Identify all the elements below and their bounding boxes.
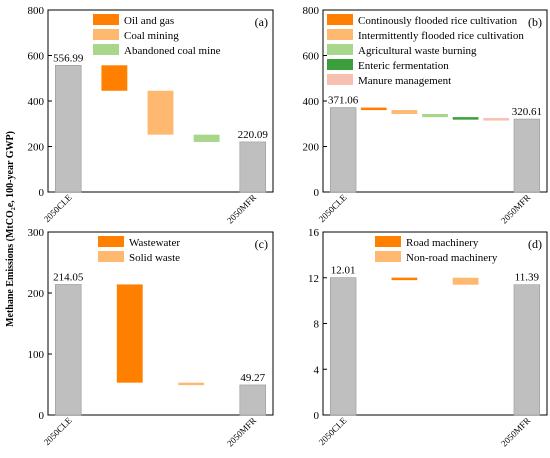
panel-c-step-bar-2: [178, 382, 205, 386]
panel-c-ytick-label: 0: [39, 410, 45, 422]
panel-d-step-bar-2: [452, 277, 479, 285]
panel-d-value-label-2050cle: 12.01: [331, 265, 356, 277]
panel-c-letter: (c): [255, 237, 268, 251]
panel-b-legend-entry: Enteric fermentation: [358, 60, 449, 72]
panel-b-legend-swatch: [327, 59, 353, 70]
panel-c-ytick-label: 300: [28, 227, 45, 239]
panel-b-step-bar-1: [360, 107, 387, 111]
panel-a-category-label: 2050CLE: [42, 192, 74, 224]
panel-a-legend-swatch: [93, 29, 119, 40]
y-axis-label: Methane Emissions (MtCO₂e, 100-year GWP): [5, 131, 16, 327]
panel-a-step-bar-2: [147, 90, 174, 135]
panel-d-step-bar-1: [391, 277, 418, 281]
panel-b-legend-entry: Manure management: [358, 75, 451, 87]
panel-d-legend-entry: Road machinery: [406, 237, 479, 249]
panel-b-legend-entry: Intermittently flooded rice cultivation: [358, 30, 524, 42]
panel-a-bar-2050mfr: [239, 141, 266, 193]
panel-c-category-label: 2050MFR: [225, 415, 258, 448]
panel-c-category-label: 2050CLE: [42, 415, 74, 447]
panel-a-ytick-label: 200: [28, 142, 45, 154]
panel-a-legend-swatch: [93, 44, 119, 55]
panel-a-category-label: 2050MFR: [225, 192, 258, 225]
panel-b-legend-entry: Continously flooded rice cultivation: [358, 15, 518, 27]
panel-d-legend-swatch: [375, 251, 401, 262]
panel-a-legend-entry: Coal mining: [124, 30, 179, 42]
panel-c-value-label-2050cle: 214.05: [53, 271, 84, 283]
panel-b-step-bar-4: [452, 117, 479, 120]
panel-d-ytick-label: 4: [314, 364, 320, 376]
panel-b-step-bar-5: [483, 118, 510, 121]
panel-b-legend-entry: Agricultural waste burning: [358, 45, 477, 57]
panel-b-ytick-label: 400: [303, 96, 320, 108]
panel-c-frame: [47, 231, 274, 416]
panel-d-value-label-2050mfr: 11.39: [515, 272, 540, 284]
panel-b-value-label-2050cle: 371.06: [328, 95, 359, 107]
panel-a-ytick-label: 600: [28, 51, 45, 63]
panel-a-legend-swatch: [93, 14, 119, 25]
panel-d-ytick-label: 8: [314, 319, 320, 331]
panel-b-ytick-label: 600: [303, 51, 320, 63]
panel-c-legend-entry: Solid waste: [129, 252, 180, 264]
panel-a-letter: (a): [255, 15, 268, 29]
panel-d-category-label: 2050MFR: [499, 415, 532, 448]
panel-b-ytick-label: 0: [314, 187, 320, 199]
panel-d-category-label: 2050CLE: [317, 415, 349, 447]
panel-c-bar-2050mfr: [239, 384, 266, 416]
panel-d-ytick-label: 0: [314, 410, 320, 422]
panel-a-legend-entry: Oil and gas: [124, 15, 174, 27]
panel-d-legend-swatch: [375, 236, 401, 247]
panel-b-category-label: 2050CLE: [317, 192, 349, 224]
panel-a-ytick-label: 400: [28, 96, 45, 108]
panel-b-ytick-label: 200: [303, 142, 320, 154]
panel-d-bar-2050mfr: [513, 284, 541, 416]
panel-a-ytick-label: 800: [28, 5, 45, 17]
panel-b-legend-swatch: [327, 29, 353, 40]
panel-c-value-label-2050mfr: 49.27: [240, 372, 265, 384]
panel-d-bar-2050cle: [329, 277, 357, 416]
panel-a-value-label-2050cle: 556.99: [53, 52, 84, 64]
panel-b-ytick-label: 800: [303, 5, 320, 17]
panel-c-legend-swatch: [98, 236, 124, 247]
panel-c-step-bar-1: [116, 284, 143, 383]
panel-c-ytick-label: 100: [28, 349, 45, 361]
panel-a-step-bar-1: [101, 65, 128, 91]
panel-d-legend-entry: Non-road machinery: [406, 252, 498, 264]
panel-a-legend-entry: Abandoned coal mine: [124, 45, 221, 57]
panel-b-category-label: 2050MFR: [499, 192, 532, 225]
panel-c-bar-2050cle: [55, 284, 82, 416]
panel-b-step-bar-2: [391, 110, 418, 114]
panel-d-ytick-label: 12: [308, 273, 319, 285]
panel-a-ytick-label: 0: [39, 187, 45, 199]
panel-b-letter: (b): [528, 15, 542, 29]
panel-c-ytick-label: 200: [28, 288, 45, 300]
panel-b-bar-2050cle: [329, 107, 357, 193]
panel-b-legend-swatch: [327, 74, 353, 85]
panel-d-ytick-label: 16: [308, 227, 320, 239]
panel-c-legend-entry: Wastewater: [129, 237, 180, 249]
panel-b-value-label-2050mfr: 320.61: [512, 106, 542, 118]
panel-b-bar-2050mfr: [513, 118, 541, 193]
panel-b-legend-swatch: [327, 44, 353, 55]
panel-a-step-bar-3: [193, 134, 220, 142]
panel-b-legend-swatch: [327, 14, 353, 25]
panel-a-bar-2050cle: [55, 64, 82, 193]
panel-b-step-bar-3: [422, 113, 448, 118]
panel-c-legend-swatch: [98, 251, 124, 262]
panel-a-value-label-2050mfr: 220.09: [238, 129, 269, 141]
panel-d-letter: (d): [528, 237, 542, 251]
